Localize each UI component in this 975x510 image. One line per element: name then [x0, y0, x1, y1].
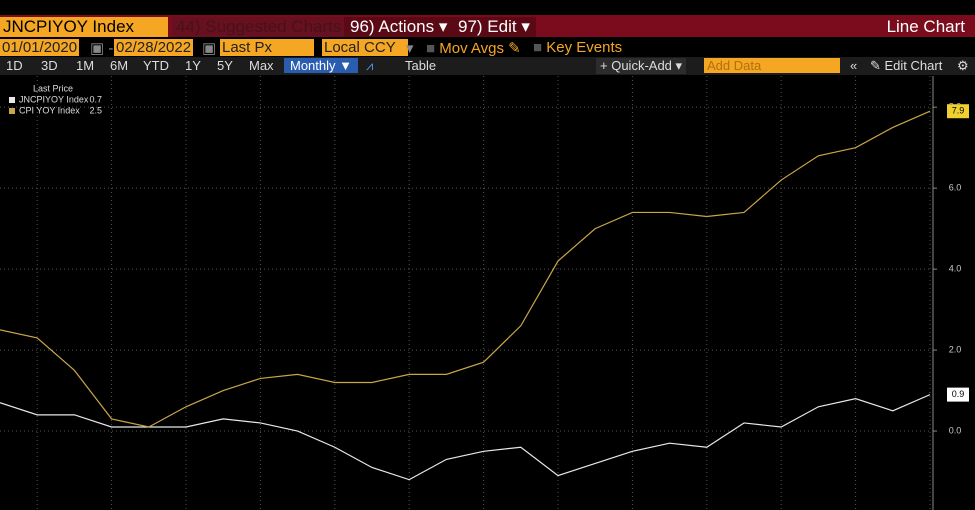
collapse-button[interactable]: « — [850, 58, 858, 73]
date-icon: ▣ — [202, 40, 217, 57]
range-bar: 1D 3D 1M 6M YTD 1Y 5Y Max Monthly ▼ ⩘ Table + Q… — [0, 57, 975, 75]
series-line — [0, 110, 931, 428]
dropdown-icon: ▾ — [406, 40, 414, 57]
legend-value: 2.5 — [89, 105, 102, 115]
edit-menu[interactable]: 97) Edit ▾ — [452, 17, 536, 37]
legend-value: 0.7 — [89, 94, 102, 104]
date-icon: ▣ - — [90, 40, 114, 57]
y-tick-label: 2.0 — [949, 344, 962, 354]
mov-avgs[interactable]: ■ Mov Avgs ✎ — [426, 40, 521, 57]
key-events[interactable]: ■ Key Events — [533, 39, 623, 56]
currency-select[interactable]: Local CCY — [322, 39, 408, 56]
last-value-label: 0.9 — [952, 389, 965, 399]
range-button[interactable]: 5Y — [217, 58, 233, 73]
y-tick-label: 0.0 — [949, 425, 962, 435]
end-date[interactable]: 02/28/2022 — [114, 39, 194, 56]
legend-title: Last Price — [33, 83, 73, 93]
range-button[interactable]: 3D — [41, 58, 58, 73]
quick-add[interactable]: + Quick-Add ▾ — [596, 58, 687, 74]
range-button[interactable]: Max — [249, 58, 274, 73]
key-events-label: Key Events — [546, 39, 623, 56]
title-bar: JNCPIYOY Index 44) Suggested Charts 96) … — [0, 15, 975, 37]
start-date[interactable]: 01/01/2020 — [0, 39, 80, 56]
y-tick-label: 6.0 — [949, 183, 962, 193]
range-button[interactable]: 1D — [6, 58, 23, 73]
add-data-input[interactable]: Add Data — [704, 58, 840, 73]
actions-label: 96) Actions — [350, 17, 435, 36]
range-button[interactable]: 1M — [76, 58, 95, 73]
frequency-label: Monthly — [290, 58, 336, 73]
series-line — [0, 394, 931, 481]
chart-type-icon[interactable]: ⩘ — [366, 58, 374, 73]
edit-chart[interactable]: ✎ Edit Chart — [870, 58, 943, 73]
last-value-label: 7.9 — [952, 106, 965, 116]
frequency-select[interactable]: Monthly ▼ — [284, 58, 359, 73]
quick-add-label: Quick-Add — [611, 58, 672, 73]
settings-bar: 01/01/2020 ▣ - 02/28/2022 ▣ Last Px Loca… — [0, 38, 975, 57]
table-button[interactable]: Table — [405, 58, 437, 73]
mov-avgs-label: Mov Avgs — [439, 40, 504, 57]
chart-kind: Line Chart — [886, 17, 965, 36]
y-tick-label: 4.0 — [949, 263, 962, 273]
field-select[interactable]: Last Px — [220, 39, 314, 56]
settings-icon[interactable]: ⚙ — [957, 58, 969, 73]
range-button[interactable]: YTD — [143, 58, 169, 73]
legend-swatch — [9, 108, 15, 114]
last-value-tag — [947, 104, 969, 119]
legend-label: JNCPIYOY Index — [19, 94, 89, 104]
edit-chart-label: Edit Chart — [884, 58, 943, 73]
legend-label: CPI YOY Index — [19, 105, 80, 115]
range-button[interactable]: 1Y — [185, 58, 201, 73]
edit-label: 97) Edit — [458, 17, 517, 36]
last-value-tag — [947, 387, 969, 402]
actions-menu[interactable]: 96) Actions ▾ — [344, 17, 454, 37]
security-field[interactable]: JNCPIYOY Index — [0, 17, 168, 37]
suggested-charts[interactable]: 44) Suggested Charts — [172, 17, 346, 37]
legend-swatch — [9, 97, 15, 103]
range-button[interactable]: 6M — [110, 58, 129, 73]
